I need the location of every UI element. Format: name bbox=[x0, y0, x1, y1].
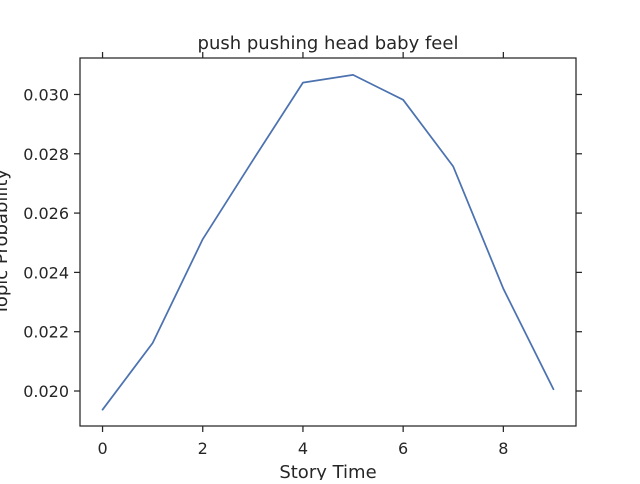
x-axis-ticks: 0 2 4 6 8 bbox=[97, 52, 508, 458]
y-tick-label: 0.024 bbox=[23, 263, 69, 282]
y-tick-label: 0.020 bbox=[23, 382, 69, 401]
x-tick-label: 8 bbox=[498, 439, 508, 458]
series-layer bbox=[101, 74, 555, 411]
y-axis-label: Topic Probability bbox=[0, 169, 12, 316]
series-line bbox=[101, 74, 555, 411]
y-tick-label: 0.030 bbox=[23, 85, 69, 104]
y-tick-label: 0.028 bbox=[23, 145, 69, 164]
plot-frame bbox=[79, 57, 577, 427]
y-tick-label: 0.026 bbox=[23, 204, 69, 223]
chart-title: push pushing head baby feel bbox=[198, 33, 459, 54]
x-axis-label: Story Time bbox=[279, 462, 376, 480]
x-tick-label: 0 bbox=[97, 439, 107, 458]
x-tick-label: 6 bbox=[398, 439, 408, 458]
y-tick-label: 0.022 bbox=[23, 323, 69, 342]
y-axis-ticks: 0.020 0.022 0.024 0.026 0.028 0.030 bbox=[23, 85, 582, 401]
x-tick-label: 2 bbox=[198, 439, 208, 458]
x-tick-label: 4 bbox=[298, 439, 308, 458]
